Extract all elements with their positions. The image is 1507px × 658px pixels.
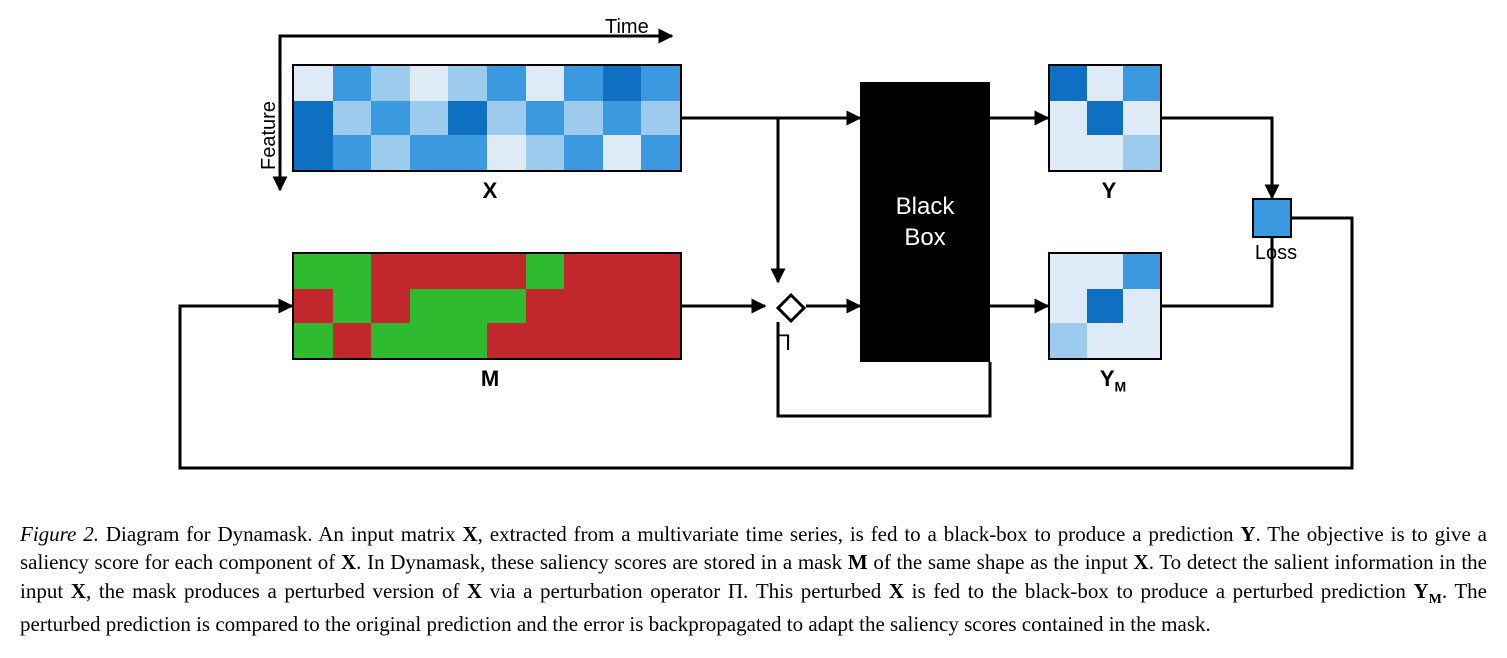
heatmap-cell — [1050, 289, 1087, 324]
heatmap-cell — [448, 101, 487, 136]
heatmap-cell — [333, 289, 372, 324]
heatmap-cell — [448, 323, 487, 358]
heatmap-cell — [526, 289, 565, 324]
heatmap-cell — [410, 323, 449, 358]
heatmap-cell — [564, 289, 603, 324]
heatmap-cell — [526, 135, 565, 170]
matrix-m — [292, 252, 682, 360]
heatmap-cell — [410, 135, 449, 170]
matrix-y — [1048, 64, 1162, 172]
heatmap-cell — [410, 289, 449, 324]
time-axis-label: Time — [605, 16, 649, 39]
heatmap-cell — [1087, 254, 1124, 289]
heatmap-cell — [1087, 289, 1124, 324]
heatmap-cell — [641, 289, 680, 324]
heatmap-cell — [1050, 135, 1087, 170]
heatmap-cell — [641, 323, 680, 358]
heatmap-cell — [448, 135, 487, 170]
heatmap-cell — [294, 323, 333, 358]
heatmap-cell — [641, 254, 680, 289]
heatmap-cell — [410, 254, 449, 289]
heatmap-cell — [448, 254, 487, 289]
heatmap-cell — [603, 323, 642, 358]
heatmap-cell — [1123, 254, 1160, 289]
pi-operator-label: Π — [768, 330, 798, 356]
heatmap-cell — [294, 101, 333, 136]
loss-box — [1252, 198, 1292, 238]
label-x: X — [475, 178, 505, 204]
label-ym-sub: M — [1115, 378, 1127, 394]
heatmap-cell — [448, 289, 487, 324]
heatmap-cell — [410, 66, 449, 101]
heatmap-cell — [371, 135, 410, 170]
heatmap-cell — [294, 254, 333, 289]
matrix-ym — [1048, 252, 1162, 360]
heatmap-cell — [603, 289, 642, 324]
matrix-x — [292, 64, 682, 172]
heatmap-cell — [487, 289, 526, 324]
heatmap-cell — [641, 101, 680, 136]
heatmap-cell — [1123, 66, 1160, 101]
heatmap-cell — [564, 101, 603, 136]
heatmap-cell — [603, 254, 642, 289]
heatmap-cell — [1123, 101, 1160, 136]
heatmap-cell — [371, 101, 410, 136]
heatmap-cell — [603, 101, 642, 136]
heatmap-cell — [564, 135, 603, 170]
heatmap-cell — [294, 289, 333, 324]
heatmap-cell — [526, 66, 565, 101]
heatmap-cell — [333, 66, 372, 101]
diagram-area: Time Feature X M Y YM BlackBox Π Loss — [20, 20, 1487, 500]
heatmap-cell — [371, 289, 410, 324]
heatmap-cell — [603, 135, 642, 170]
heatmap-cell — [333, 101, 372, 136]
heatmap-cell — [526, 323, 565, 358]
heatmap-cell — [487, 135, 526, 170]
heatmap-cell — [526, 101, 565, 136]
figure-caption: Figure 2. Diagram for Dynamask. An input… — [20, 520, 1487, 638]
heatmap-cell — [487, 101, 526, 136]
black-box: BlackBox — [860, 82, 990, 362]
heatmap-cell — [1123, 135, 1160, 170]
label-m: M — [475, 366, 505, 392]
heatmap-cell — [487, 254, 526, 289]
heatmap-cell — [1050, 66, 1087, 101]
heatmap-cell — [1123, 323, 1160, 358]
heatmap-cell — [1050, 101, 1087, 136]
heatmap-cell — [294, 135, 333, 170]
heatmap-cell — [1050, 323, 1087, 358]
heatmap-cell — [333, 135, 372, 170]
heatmap-cell — [410, 101, 449, 136]
heatmap-cell — [641, 66, 680, 101]
heatmap-cell — [1087, 66, 1124, 101]
heatmap-cell — [333, 254, 372, 289]
loss-label: Loss — [1246, 242, 1306, 265]
heatmap-cell — [371, 66, 410, 101]
heatmap-cell — [641, 135, 680, 170]
heatmap-cell — [1050, 254, 1087, 289]
heatmap-cell — [526, 254, 565, 289]
heatmap-cell — [487, 323, 526, 358]
heatmap-cell — [564, 254, 603, 289]
heatmap-cell — [1087, 135, 1124, 170]
heatmap-cell — [1087, 323, 1124, 358]
feature-axis-label: Feature — [258, 101, 281, 170]
heatmap-cell — [487, 66, 526, 101]
heatmap-cell — [564, 66, 603, 101]
heatmap-cell — [448, 66, 487, 101]
heatmap-cell — [294, 66, 333, 101]
heatmap-cell — [564, 323, 603, 358]
heatmap-cell — [333, 323, 372, 358]
heatmap-cell — [603, 66, 642, 101]
heatmap-cell — [371, 323, 410, 358]
label-y: Y — [1094, 178, 1124, 204]
label-ym-main: Y — [1100, 366, 1115, 391]
label-ym: YM — [1088, 366, 1138, 394]
heatmap-cell — [1123, 289, 1160, 324]
heatmap-cell — [1087, 101, 1124, 136]
heatmap-cell — [371, 254, 410, 289]
